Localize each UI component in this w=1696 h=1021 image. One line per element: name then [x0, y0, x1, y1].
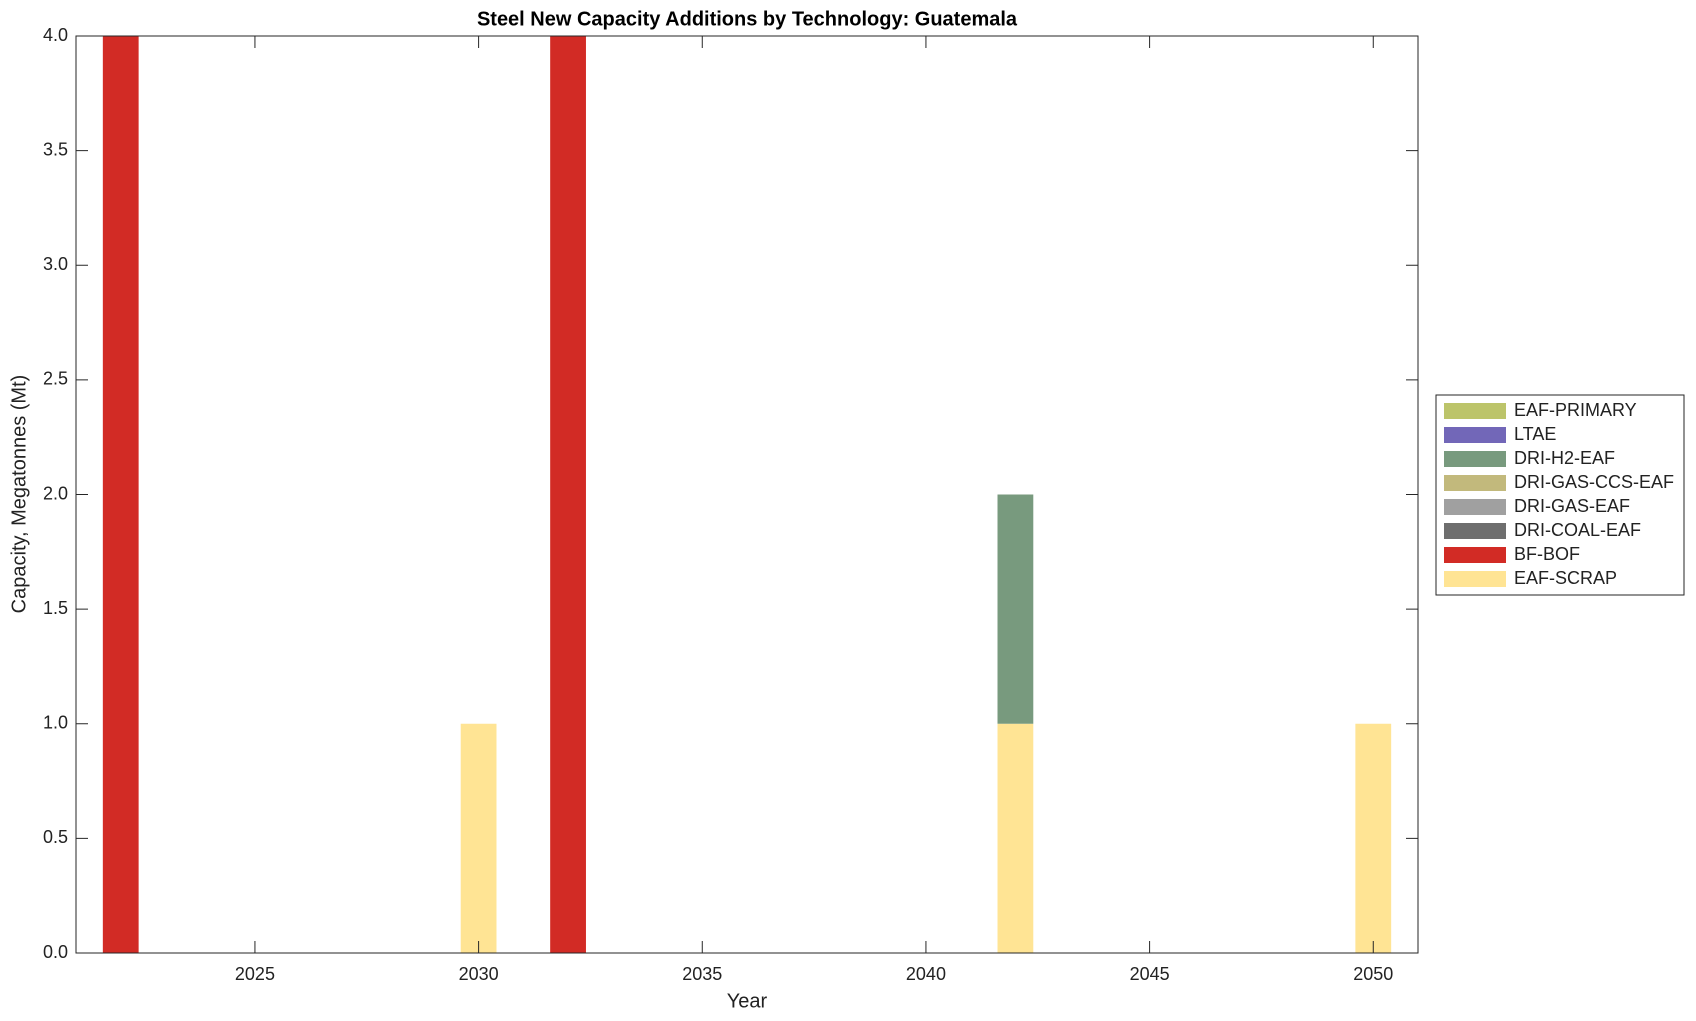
- bars: [102, 36, 1392, 953]
- bar-segment: [102, 36, 139, 953]
- legend-swatch: [1444, 427, 1506, 443]
- y-axis-label: Capacity, Megatonnes (Mt): [8, 375, 30, 614]
- legend-swatch: [1444, 475, 1506, 491]
- y-tick-label: 4.0: [43, 25, 68, 45]
- y-tick-label: 1.5: [43, 598, 68, 618]
- plot-frame: [75, 35, 1419, 954]
- x-tick-label: 2040: [906, 964, 946, 984]
- y-tick-label: 0.0: [43, 942, 68, 962]
- y-tick-label: 2.5: [43, 369, 68, 389]
- legend-label: EAF-PRIMARY: [1514, 400, 1637, 420]
- legend-swatch: [1444, 523, 1506, 539]
- legend-label: EAF-SCRAP: [1514, 568, 1617, 588]
- x-tick-label: 2035: [682, 964, 722, 984]
- legend-label: DRI-GAS-CCS-EAF: [1514, 472, 1674, 492]
- legend-label: DRI-COAL-EAF: [1514, 520, 1641, 540]
- legend-swatch: [1444, 403, 1506, 419]
- bar-segment: [1355, 723, 1392, 953]
- legend-swatch: [1444, 547, 1506, 563]
- bar-segment: [997, 723, 1034, 953]
- y-tick-label: 0.5: [43, 827, 68, 847]
- x-tick-label: 2045: [1130, 964, 1170, 984]
- bar-segment: [460, 723, 497, 953]
- legend-label: DRI-H2-EAF: [1514, 448, 1615, 468]
- y-tick-label: 3.0: [43, 254, 68, 274]
- legend-label: LTAE: [1514, 424, 1556, 444]
- bar-segment: [997, 494, 1034, 724]
- bar-segment: [550, 36, 586, 953]
- x-tick-label: 2030: [459, 964, 499, 984]
- x-axis-label: Year: [727, 990, 768, 1012]
- legend-swatch: [1444, 571, 1506, 587]
- x-tick-label: 2025: [235, 964, 275, 984]
- legend-label: BF-BOF: [1514, 544, 1580, 564]
- chart-title: Steel New Capacity Additions by Technolo…: [477, 8, 1018, 30]
- legend-swatch: [1444, 499, 1506, 515]
- x-tick-label: 2050: [1353, 964, 1393, 984]
- legend-swatch: [1444, 451, 1506, 467]
- y-tick-label: 2.0: [43, 483, 68, 503]
- y-tick-label: 3.5: [43, 139, 68, 159]
- legend-label: DRI-GAS-EAF: [1514, 496, 1630, 516]
- y-tick-label: 1.0: [43, 713, 68, 733]
